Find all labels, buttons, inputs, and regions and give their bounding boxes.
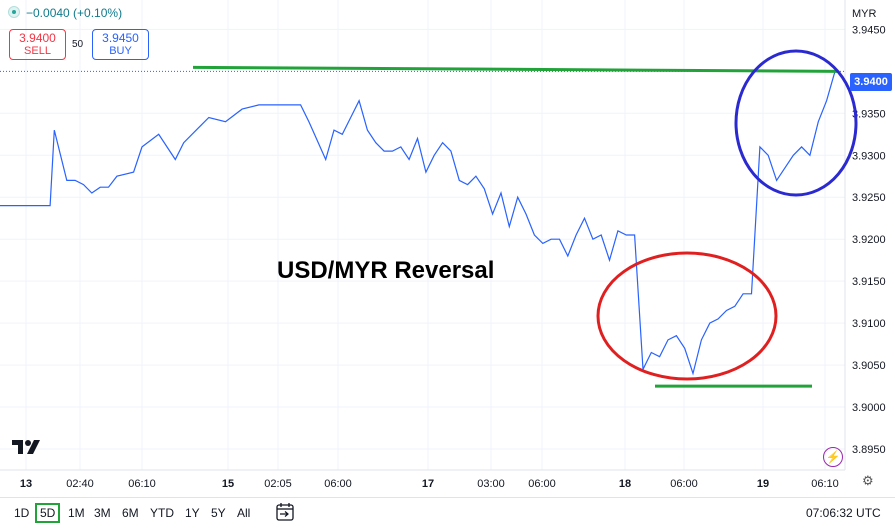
price-tick-label: 3.8950 (852, 444, 886, 456)
time-tick-label: 06:00 (670, 478, 698, 490)
price-tick-label: 3.9300 (852, 150, 886, 162)
price-tick-label: 3.9050 (852, 360, 886, 372)
range-all-button[interactable]: All (237, 506, 251, 520)
range-1m-button[interactable]: 1M (68, 506, 85, 520)
currency-label[interactable]: MYR (852, 8, 877, 20)
time-tick-label: 15 (222, 478, 234, 490)
lightning-icon[interactable]: ⚡ (823, 447, 843, 467)
time-tick-label: 06:00 (528, 478, 556, 490)
price-axis-labels: 3.9450 3.9350 3.9300 3.9250 3.9200 3.9150 3.91… (852, 24, 886, 456)
buy-price: 3.9450 (102, 31, 139, 45)
range-1y-button[interactable]: 1Y (185, 506, 200, 520)
time-tick-label: 06:10 (128, 478, 156, 490)
reversal-low-circle (596, 251, 778, 381)
price-tick-label: 3.9250 (852, 192, 886, 204)
market-status-icon (8, 6, 20, 18)
breakout-circle (734, 49, 858, 197)
time-tick-label: 13 (20, 478, 32, 490)
price-change: −0.0040 (+0.10%) (26, 6, 123, 20)
buy-label: BUY (109, 45, 132, 57)
tradingview-logo-icon[interactable] (12, 440, 42, 456)
time-tick-label: 18 (619, 478, 631, 490)
price-tick-label: 3.9000 (852, 402, 886, 414)
chart-annotation: USD/MYR Reversal (277, 257, 495, 284)
range-1d-button[interactable]: 1D (14, 506, 30, 520)
price-chart[interactable]: 3.9450 3.9350 3.9300 3.9250 3.9200 3.9150 3.91… (0, 0, 895, 497)
price-tick-label: 3.9100 (852, 318, 886, 330)
time-tick-label: 03:00 (477, 478, 505, 490)
bottom-toolbar: 1D 5D 1M 3M 6M YTD 1Y 5Y All 07:06:32 UT… (0, 497, 895, 529)
time-tick-label: 02:05 (264, 478, 292, 490)
time-tick-label: 17 (422, 478, 434, 490)
time-tick-label: 02:40 (66, 478, 94, 490)
grid-lines (0, 0, 845, 470)
price-tick-label: 3.9200 (852, 234, 886, 246)
time-tick-label: 06:10 (811, 478, 839, 490)
range-ytd-button[interactable]: YTD (150, 506, 174, 520)
gear-icon[interactable]: ⚙ (862, 473, 874, 488)
axis-lines (0, 0, 846, 471)
price-tick-label: 3.9350 (852, 108, 886, 120)
resistance-line (192, 65, 839, 73)
range-3m-button[interactable]: 3M (94, 506, 111, 520)
price-tick-label: 3.9450 (852, 24, 886, 36)
range-6m-button[interactable]: 6M (122, 506, 139, 520)
time-tick-label: 06:00 (324, 478, 352, 490)
sell-price: 3.9400 (19, 31, 56, 45)
sell-button[interactable]: 3.9400 SELL (9, 29, 66, 60)
time-axis-labels: 13 02:40 06:10 15 02:05 06:00 17 03:00 06:00 18 06… (20, 478, 839, 490)
price-tick-label: 3.9150 (852, 276, 886, 288)
sell-label: SELL (24, 45, 51, 57)
price-series-line (0, 71, 836, 376)
date-range-icon[interactable] (276, 502, 294, 522)
time-tick-label: 19 (757, 478, 769, 490)
current-price-tag: 3.9400 (850, 73, 892, 91)
spread-value: 50 (72, 39, 84, 50)
utc-clock[interactable]: 07:06:32 UTC (806, 506, 881, 520)
range-5d-button[interactable]: 5D (35, 503, 61, 523)
buy-button[interactable]: 3.9450 BUY (92, 29, 149, 60)
range-5y-button[interactable]: 5Y (211, 506, 226, 520)
price-change-header: −0.0040 (+0.10%) (8, 6, 122, 20)
